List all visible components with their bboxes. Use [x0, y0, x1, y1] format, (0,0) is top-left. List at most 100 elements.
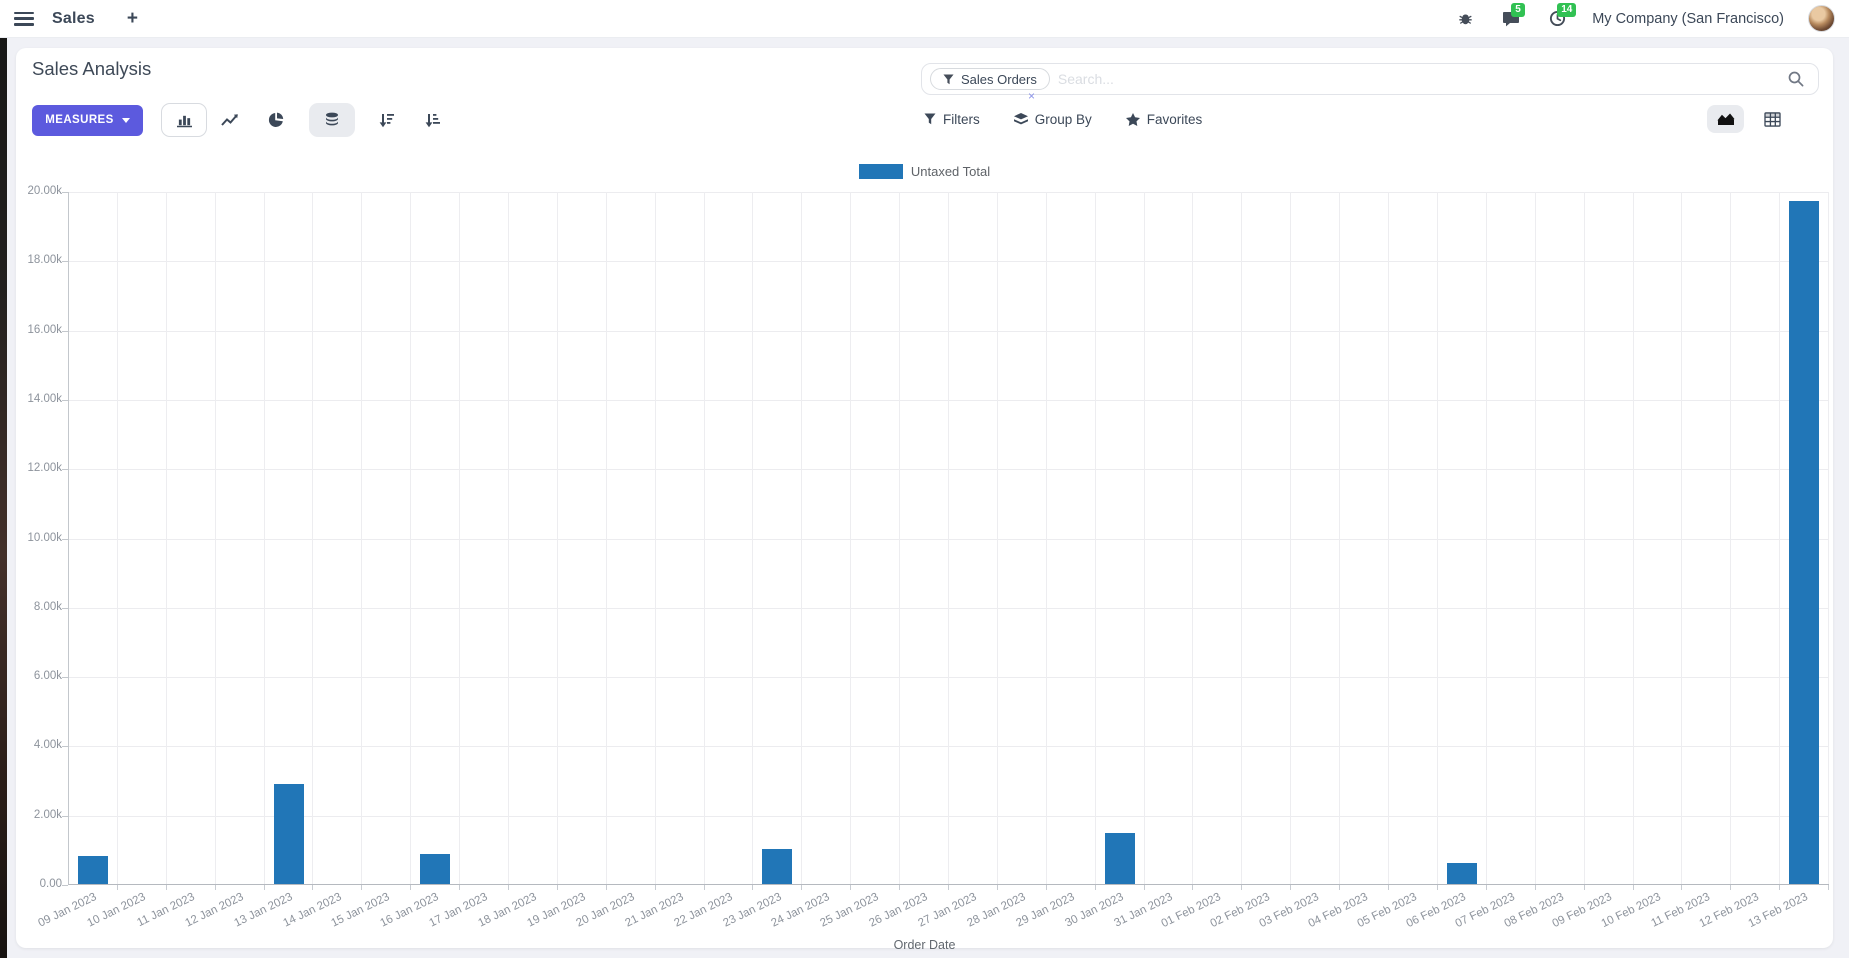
- chart-bar[interactable]: [420, 853, 451, 884]
- chart-slot: [118, 192, 167, 890]
- legend-label: Untaxed Total: [910, 164, 991, 179]
- apps-menu-icon[interactable]: [14, 11, 34, 26]
- filter-funnel-icon: [943, 73, 954, 84]
- y-tick-label: 8.00k: [33, 600, 62, 613]
- chart-slot: [265, 192, 314, 890]
- chart-slot: [1047, 192, 1096, 890]
- chart-slot: [900, 192, 950, 890]
- search-bar[interactable]: Sales Orders ×: [921, 63, 1819, 103]
- debug-bug-icon[interactable]: [1454, 8, 1476, 30]
- legend-swatch: [858, 164, 903, 179]
- facet-remove-icon[interactable]: ×: [1028, 89, 1036, 103]
- messages-icon[interactable]: 5: [1500, 2, 1525, 30]
- chart-bar[interactable]: [762, 849, 793, 884]
- legend-item-untaxed-total[interactable]: Untaxed Total: [858, 164, 991, 179]
- chart-slot: [411, 192, 461, 890]
- chart-slot: [1585, 192, 1634, 890]
- chart-slot: [753, 192, 803, 890]
- search-icon[interactable]: [1788, 71, 1804, 87]
- y-tick-label: 2.00k: [33, 808, 62, 821]
- search-options-row: Filters Group By Favorites: [921, 105, 1819, 133]
- chart-slot: [851, 192, 901, 890]
- y-axis-tick: [62, 815, 68, 817]
- messages-count-badge: 5: [1511, 2, 1525, 17]
- page-title: Sales Analysis: [32, 58, 152, 79]
- y-tick-label: 12.00k: [27, 462, 62, 475]
- chart-area: Untaxed Total 09 Jan 2023 10 Jan 2023 11 J…: [16, 144, 1833, 952]
- main-content-card: Sales Analysis Sales Orders × MEASURES: [16, 48, 1833, 952]
- chart-slot: [1780, 192, 1830, 890]
- search-facet-sales-orders[interactable]: Sales Orders: [930, 68, 1050, 90]
- chart-slot: [1487, 192, 1536, 890]
- y-tick-label: 6.00k: [33, 670, 62, 683]
- navbar: Sales + 5 14 My Company (San Francisco): [0, 0, 1849, 38]
- y-axis-tick: [62, 192, 68, 193]
- sort-ascending-button[interactable]: [409, 103, 455, 137]
- chart-slot: [802, 192, 852, 890]
- chart-slot: [1291, 192, 1341, 890]
- chart-bar[interactable]: [1789, 201, 1820, 884]
- chart-slot: [1438, 192, 1487, 890]
- chart-slot: [1145, 192, 1194, 890]
- view-switcher: [1707, 105, 1791, 133]
- plot-area: 09 Jan 2023 10 Jan 2023 11 Jan 2023 12 Jan …: [37, 192, 1830, 930]
- app-name[interactable]: Sales: [52, 9, 95, 27]
- caret-down-icon: [121, 117, 130, 123]
- graph-view-button[interactable]: [1707, 105, 1744, 133]
- graph-toolbar: MEASURES: [32, 103, 921, 137]
- y-tick-label: 4.00k: [33, 739, 62, 752]
- chart-bar[interactable]: [1446, 863, 1477, 884]
- filters-menu-button[interactable]: Filters: [924, 112, 980, 127]
- chart-slot: [362, 192, 412, 890]
- chart-slot: [167, 192, 216, 890]
- chart-slot: [509, 192, 558, 890]
- layers-icon: [1013, 112, 1028, 124]
- favorites-menu-button[interactable]: Favorites: [1125, 112, 1202, 127]
- chart-slot: [656, 192, 705, 890]
- y-tick-label: 16.00k: [27, 323, 62, 336]
- chart-slot: [1096, 192, 1145, 890]
- star-icon: [1125, 112, 1140, 126]
- chart-bar[interactable]: [273, 783, 304, 884]
- chart-slot: [1536, 192, 1585, 890]
- company-switcher[interactable]: My Company (San Francisco): [1592, 10, 1784, 27]
- chart-legend: Untaxed Total: [16, 164, 1833, 179]
- group-by-menu-button[interactable]: Group By: [1013, 112, 1092, 127]
- chart-slot: [69, 192, 118, 890]
- y-tick-label: 0.00: [39, 878, 62, 890]
- bar-chart-mode-button[interactable]: [161, 103, 207, 137]
- chart-slot: [607, 192, 656, 890]
- search-input[interactable]: [1057, 71, 1788, 87]
- y-axis-tick: [62, 399, 68, 401]
- chart-slot: [1634, 192, 1683, 890]
- new-tab-icon[interactable]: +: [126, 8, 138, 29]
- y-axis-tick: [62, 261, 68, 263]
- activities-clock-icon[interactable]: 14: [1546, 2, 1577, 30]
- chart-slot: [1389, 192, 1438, 890]
- sort-descending-button[interactable]: [363, 103, 409, 137]
- chart-slot: [1731, 192, 1781, 890]
- line-chart-mode-button[interactable]: [207, 103, 253, 137]
- chart-bar[interactable]: [1104, 832, 1135, 884]
- pivot-view-button[interactable]: [1754, 105, 1791, 133]
- user-avatar[interactable]: [1808, 5, 1835, 32]
- y-axis-tick: [62, 885, 68, 886]
- facet-label: Sales Orders: [961, 71, 1037, 87]
- filter-funnel-icon: [924, 113, 936, 125]
- y-axis-tick: [62, 746, 68, 748]
- chart-slot: [705, 192, 754, 890]
- pie-chart-mode-button[interactable]: [253, 103, 299, 137]
- window-edge: [0, 0, 7, 958]
- chart-slot: [1193, 192, 1243, 890]
- chart-slot: [460, 192, 510, 890]
- x-axis-title: Order Date: [893, 938, 956, 952]
- chart-slot: [1340, 192, 1390, 890]
- y-tick-label: 20.00k: [27, 185, 62, 197]
- y-axis-tick: [62, 469, 68, 471]
- y-axis-tick: [62, 538, 68, 540]
- y-tick-label: 10.00k: [27, 531, 62, 544]
- chart-slot: [558, 192, 607, 890]
- chart-bar[interactable]: [77, 856, 108, 884]
- measures-button[interactable]: MEASURES: [32, 104, 143, 136]
- stacked-toggle-button[interactable]: [309, 103, 355, 137]
